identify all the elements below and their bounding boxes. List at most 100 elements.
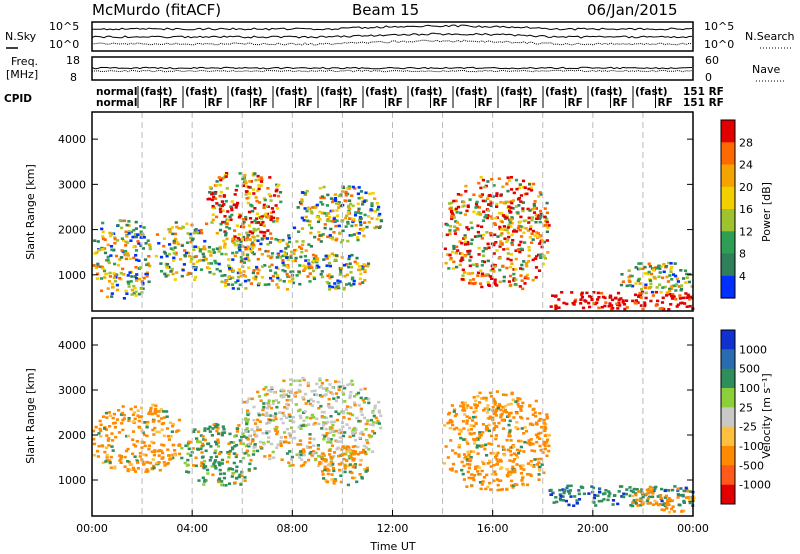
range-gate-cell [337,202,341,206]
range-gate-cell [251,271,255,275]
range-gate-cell [113,279,118,283]
range-gate-cell [150,467,154,471]
range-gate-cell [352,457,356,461]
range-gate-cell [349,271,353,274]
range-gate-cell [502,448,506,451]
range-gate-cell [312,450,316,453]
range-gate-cell [212,423,216,426]
range-gate-cell [311,399,315,403]
range-gate-cell [309,245,313,248]
range-gate-cell [498,243,503,246]
range-gate-cell [353,476,357,480]
range-gate-cell [348,449,352,452]
range-gate-cell [506,226,510,229]
range-gate-cell [239,442,243,445]
range-gate-cell [378,212,382,216]
range-gate-cell [257,268,261,272]
range-gate-cell [569,495,573,498]
range-gate-cell [213,460,217,464]
range-gate-cell [234,188,238,192]
range-gate-cell [157,242,161,245]
range-gate-cell [516,197,521,201]
range-gate-cell [466,459,470,462]
range-gate-cell [507,218,512,222]
range-gate-cell [501,445,505,449]
range-gate-cell [375,202,379,205]
range-gate-cell [671,505,675,508]
range-gate-cell [332,451,337,454]
range-gate-cell [536,432,540,436]
cpid-label: CPID [4,93,32,105]
range-gate-cell [582,492,586,496]
range-gate-cell [452,216,456,219]
range-gate-cell [270,386,274,389]
range-gate-cell [318,210,322,214]
range-gate-cell [279,436,283,439]
noise-panel: N.Sky 10^5 10^0 10^5 10^0 N.Search [5,20,795,52]
range-gate-cell [307,458,311,462]
range-gate-cell [350,430,354,433]
range-gate-cell [499,408,503,412]
range-gate-cell [676,280,680,283]
range-gate-cell [472,410,476,414]
range-gate-cell [561,488,565,491]
range-gate-cell [331,237,335,241]
range-gate-cell [679,269,683,272]
range-gate-cell [655,266,659,270]
range-gate-cell [537,473,541,476]
range-gate-cell [473,467,478,471]
range-gate-cell [259,180,264,183]
range-gate-cell [490,217,494,220]
range-gate-cell [611,306,615,310]
range-gate-cell [508,430,512,433]
range-gate-cell [542,440,546,444]
range-gate-cell [332,482,336,485]
range-gate-cell [488,232,493,235]
range-gate-cell [519,274,523,277]
range-gate-cell [551,491,555,495]
colorbar-tick-label: 28 [739,136,753,149]
range-gate-cell [330,456,334,459]
range-gate-cell [256,390,260,394]
range-gate-cell [184,251,189,255]
range-gate-cell [191,237,195,241]
range-gate-cell [238,439,242,442]
range-gate-cell [324,254,328,258]
range-gate-cell [506,448,510,452]
range-gate-cell [275,219,279,223]
range-gate-cell [149,406,153,410]
range-gate-cell [566,490,571,493]
range-gate-cell [519,472,524,475]
range-gate-cell [301,424,305,427]
range-gate-cell [358,282,362,286]
range-gate-cell [121,405,125,408]
range-gate-cell [296,206,300,209]
range-gate-cell [193,428,197,431]
range-gate-cell [237,475,241,479]
range-gate-cell [257,187,261,191]
range-gate-cell [118,258,122,261]
range-gate-cell [455,211,459,214]
range-gate-cell [329,464,333,468]
range-gate-cell [647,491,651,495]
range-gate-cell [228,267,232,270]
range-gate-cell [346,383,350,387]
range-gate-cell [348,412,353,416]
range-gate-cell [298,439,302,442]
range-gate-cell [257,413,261,417]
range-gate-cell [307,264,311,268]
range-gate-cell [509,402,513,406]
range-gate-cell [460,252,464,256]
range-gate-cell [592,291,596,294]
range-gate-cell [473,474,477,477]
range-gate-cell [101,461,105,465]
range-gate-cell [99,429,103,433]
range-gate-cell [547,444,551,448]
range-gate-cell [99,289,104,293]
range-gate-cell [498,268,502,272]
range-gate-cell [126,274,130,277]
range-gate-cell [297,272,302,275]
range-gate-cell [367,434,371,437]
range-gate-cell [492,428,496,432]
range-gate-cell [445,233,449,237]
